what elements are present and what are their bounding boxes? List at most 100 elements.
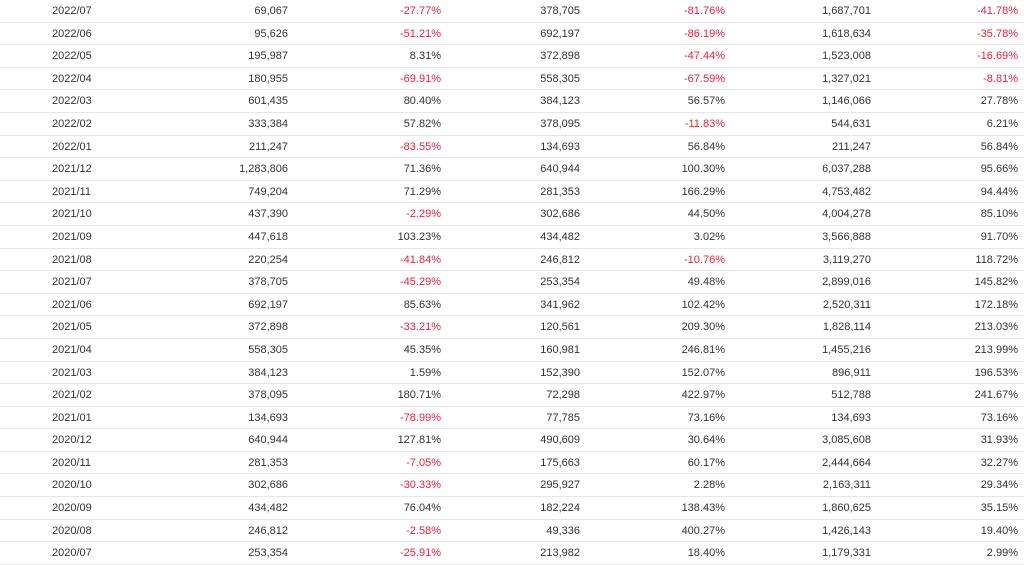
yoy-change-cell: -10.76%	[684, 253, 725, 266]
cumulative-cell: 3,085,608	[822, 434, 871, 447]
month-cell: 2021/11	[52, 185, 91, 198]
cumulative-cell: 3,119,270	[822, 253, 871, 266]
yoy-change-cell: 102.42%	[681, 298, 725, 311]
month-cell: 2022/02	[52, 117, 92, 130]
table-row: 2021/08 220,254 -41.84% 246,812 -10.76% 3,119…	[0, 249, 1024, 272]
month-cell: 2020/07	[52, 547, 92, 560]
yoy-change-cell: 56.57%	[687, 95, 725, 108]
cumulative-cell: 1,179,331	[822, 547, 871, 560]
cumulative-cell: 2,163,311	[822, 479, 871, 492]
yoy-change-cell: 2.28%	[693, 479, 725, 492]
mom-change-cell: 127.81%	[397, 434, 441, 447]
table-row: 2021/03 384,123 1.59% 152,390 152.07% 896,911…	[0, 362, 1024, 385]
yoy-change-cell: 100.30%	[681, 163, 725, 176]
value-cell: 1,283,806	[239, 163, 288, 176]
mom-change-cell: -69.91%	[400, 72, 441, 85]
mom-change-cell: 45.35%	[403, 343, 441, 356]
table-row: 2022/07 69,067 -27.77% 378,705 -81.76% 1,687,…	[0, 0, 1024, 23]
cumulative-change-cell: 2.99%	[986, 547, 1018, 560]
table-row: 2021/11 749,204 71.29% 281,353 166.29% 4,753,…	[0, 181, 1024, 204]
table-row: 2021/06 692,197 85.63% 341,962 102.42% 2,520,…	[0, 294, 1024, 317]
mom-change-cell: 1.59%	[409, 366, 441, 379]
table-row: 2021/01 134,693 -78.99% 77,785 73.16% 134,693…	[0, 407, 1024, 430]
table-row: 2020/09 434,482 76.04% 182,224 138.43% 1,860,…	[0, 497, 1024, 520]
yoy-change-cell: -67.59%	[684, 72, 725, 85]
cumulative-cell: 544,631	[831, 117, 871, 130]
value-cell: 437,390	[248, 208, 288, 221]
month-cell: 2020/09	[52, 502, 92, 515]
month-cell: 2020/08	[52, 524, 92, 537]
table-row: 2021/09 447,618 103.23% 434,482 3.02% 3,566,8…	[0, 226, 1024, 249]
table-row: 2022/04 180,955 -69.91% 558,305 -67.59% 1,327…	[0, 68, 1024, 91]
mom-change-cell: -30.33%	[400, 479, 441, 492]
prior-value-cell: 640,944	[540, 163, 580, 176]
month-cell: 2021/12	[52, 163, 92, 176]
month-cell: 2021/05	[52, 321, 92, 334]
yoy-change-cell: 400.27%	[681, 524, 725, 537]
prior-value-cell: 120,561	[540, 321, 580, 334]
cumulative-cell: 1,455,216	[822, 343, 871, 356]
prior-value-cell: 341,962	[540, 298, 580, 311]
cumulative-cell: 896,911	[832, 366, 871, 379]
yoy-change-cell: 60.17%	[687, 456, 725, 469]
cumulative-change-cell: -35.78%	[977, 27, 1018, 40]
month-cell: 2022/04	[52, 72, 92, 85]
cumulative-change-cell: -16.69%	[977, 50, 1018, 63]
table-row: 2021/07 378,705 -45.29% 253,354 49.48% 2,899,…	[0, 271, 1024, 294]
yoy-change-cell: -47.44%	[684, 50, 725, 63]
mom-change-cell: -7.05%	[406, 456, 441, 469]
yoy-change-cell: 246.81%	[681, 343, 725, 356]
value-cell: 378,705	[248, 276, 288, 289]
yoy-change-cell: 138.43%	[681, 502, 725, 515]
mom-change-cell: 180.71%	[397, 389, 441, 402]
table-row: 2021/05 372,898 -33.21% 120,561 209.30% 1,828…	[0, 316, 1024, 339]
table-row: 2022/03 601,435 80.40% 384,123 56.57% 1,146,0…	[0, 90, 1024, 113]
value-cell: 180,955	[248, 72, 288, 85]
table-row: 2021/12 1,283,806 71.36% 640,944 100.30% 6,03…	[0, 158, 1024, 181]
value-cell: 211,247	[249, 140, 288, 153]
cumulative-change-cell: 241.67%	[974, 389, 1018, 402]
mom-change-cell: 85.63%	[403, 298, 441, 311]
yoy-change-cell: 73.16%	[687, 411, 725, 424]
value-cell: 246,812	[248, 524, 288, 537]
value-cell: 253,354	[248, 547, 288, 560]
prior-value-cell: 434,482	[540, 230, 580, 243]
prior-value-cell: 384,123	[540, 95, 580, 108]
yoy-change-cell: 152.07%	[681, 366, 725, 379]
month-cell: 2022/03	[52, 95, 92, 108]
month-cell: 2022/05	[52, 50, 92, 63]
month-cell: 2021/02	[52, 389, 92, 402]
cumulative-change-cell: 56.84%	[980, 140, 1018, 153]
cumulative-cell: 4,004,278	[822, 208, 871, 221]
month-cell: 2022/06	[52, 27, 92, 40]
yoy-change-cell: -81.76%	[684, 5, 725, 17]
prior-value-cell: 72,298	[546, 389, 580, 402]
mom-change-cell: 80.40%	[403, 95, 441, 108]
prior-value-cell: 372,898	[540, 50, 580, 63]
month-cell: 2021/10	[52, 208, 92, 221]
mom-change-cell: 71.36%	[403, 163, 441, 176]
value-cell: 601,435	[248, 95, 288, 108]
cumulative-change-cell: 73.16%	[980, 411, 1018, 424]
mom-change-cell: -25.91%	[400, 547, 441, 560]
cumulative-change-cell: 6.21%	[986, 117, 1018, 130]
mom-change-cell: 103.23%	[397, 230, 441, 243]
cumulative-cell: 4,753,482	[822, 185, 871, 198]
cumulative-cell: 211,247	[832, 140, 871, 153]
mom-change-cell: -2.29%	[406, 208, 441, 221]
prior-value-cell: 77,785	[546, 411, 580, 424]
cumulative-change-cell: 94.44%	[980, 185, 1018, 198]
value-cell: 447,618	[248, 230, 288, 243]
prior-value-cell: 213,982	[540, 547, 580, 560]
mom-change-cell: -78.99%	[400, 411, 441, 424]
table-row: 2021/10 437,390 -2.29% 302,686 44.50% 4,004,2…	[0, 203, 1024, 226]
month-cell: 2020/11	[52, 456, 91, 469]
value-cell: 69,067	[254, 5, 288, 17]
value-cell: 95,626	[254, 27, 288, 40]
value-cell: 692,197	[248, 298, 288, 311]
month-cell: 2021/03	[52, 366, 92, 379]
yoy-change-cell: 30.64%	[687, 434, 725, 447]
table-row: 2020/08 246,812 -2.58% 49,336 400.27% 1,426,1…	[0, 520, 1024, 543]
table-row: 2022/01 211,247 -83.55% 134,693 56.84% 211,24…	[0, 136, 1024, 159]
